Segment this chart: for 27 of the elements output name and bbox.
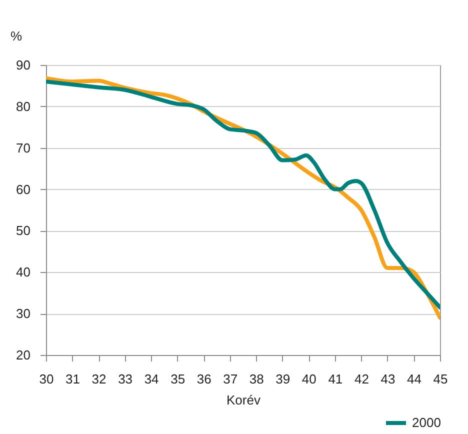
x-tick-label: 31 (66, 372, 80, 386)
legend-label: 2000 (412, 415, 441, 430)
y-tick-label: 80 (16, 98, 30, 114)
x-tick-label: 41 (328, 372, 343, 386)
y-tick-label: 20 (16, 348, 30, 362)
y-tick-label: 90 (16, 58, 30, 72)
x-tick-label: 35 (170, 372, 186, 386)
y-tick-label: 70 (16, 140, 30, 156)
y-tick-label: 30 (16, 306, 30, 322)
x-tick-label: 32 (92, 372, 106, 386)
x-tick-label: 44 (407, 372, 422, 386)
x-tick-label: 38 (249, 372, 264, 386)
x-tick-label: 43 (380, 372, 396, 386)
x-tick-label: 40 (302, 372, 316, 386)
x-tick-label: 30 (39, 372, 54, 386)
x-tick-label: 33 (118, 372, 133, 386)
x-tick-label: 39 (276, 372, 290, 386)
x-tick-label: 45 (433, 372, 448, 386)
y-tick-label: 60 (16, 182, 30, 197)
x-axis-title: Korév (226, 392, 261, 408)
x-tick-label: 34 (144, 372, 159, 386)
y-axis-title: % (10, 28, 22, 44)
y-tick-label: 40 (16, 264, 30, 280)
x-tick-label: 37 (223, 372, 238, 386)
y-tick-label: 50 (16, 223, 30, 238)
x-tick-label: 36 (196, 372, 212, 386)
x-tick-label: 42 (354, 372, 369, 386)
